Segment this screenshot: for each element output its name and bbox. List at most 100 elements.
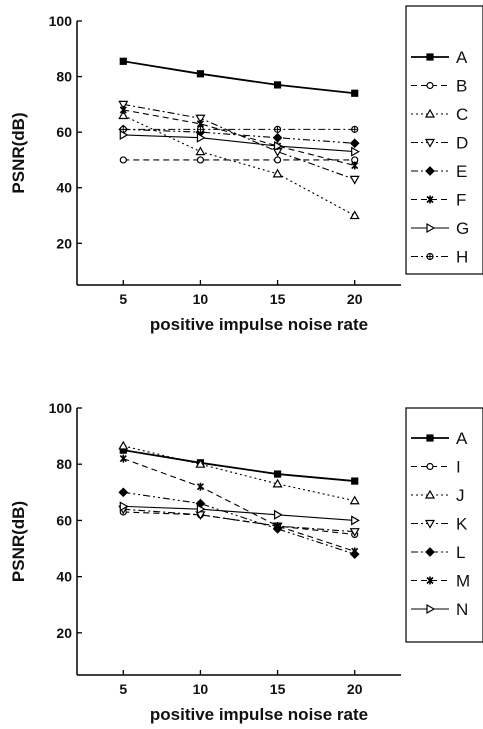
data-point [119, 156, 127, 164]
legend-entry: N [411, 600, 468, 619]
legend-box [405, 5, 483, 275]
data-point [272, 168, 283, 178]
legend-label: A [456, 429, 468, 448]
legend-entry: B [411, 77, 467, 96]
legend-marker [426, 53, 434, 61]
data-point [273, 125, 282, 133]
data-point [273, 470, 282, 478]
series-B [119, 156, 359, 164]
legend-marker [424, 489, 436, 499]
data-point [195, 146, 206, 156]
data-point [349, 175, 360, 185]
legend-label: G [456, 219, 469, 238]
series-line [123, 508, 355, 533]
series-G [119, 129, 360, 157]
legend-entry: F [411, 191, 466, 210]
data-point [195, 114, 206, 124]
series-line [123, 114, 355, 217]
legend-marker [425, 166, 435, 176]
data-point [349, 528, 360, 537]
data-point [119, 57, 127, 65]
x-tick-label: 10 [193, 681, 209, 697]
data-point [351, 125, 359, 133]
legend-marker [426, 576, 434, 585]
legend-label: J [456, 486, 465, 505]
x-tick-label: 20 [347, 291, 363, 307]
legend-entry: E [411, 162, 467, 181]
data-point [118, 487, 129, 498]
legend-marker [424, 519, 436, 529]
data-point [351, 161, 359, 170]
legend-label: K [456, 515, 468, 534]
data-point [118, 440, 129, 450]
data-point [351, 547, 359, 556]
data-point [349, 138, 360, 149]
y-tick-label: 20 [56, 235, 72, 251]
data-point [349, 495, 360, 505]
series-C [118, 110, 360, 220]
x-axis-label: positive impulse noise rate [150, 315, 368, 334]
data-point [349, 210, 360, 220]
legend-label: L [456, 543, 465, 562]
data-point [351, 515, 360, 526]
data-point [196, 125, 205, 133]
series-line [123, 128, 355, 144]
legend-label: D [456, 134, 468, 153]
chart-1: 20 40 60 80 100 5 10 15 20 positive impulse noise… [9, 5, 483, 334]
x-tick-label: 20 [347, 681, 363, 697]
series-line [123, 449, 355, 482]
data-point [118, 110, 129, 120]
data-point [196, 156, 205, 164]
data-point [274, 522, 282, 531]
y-tick-label: 60 [56, 124, 72, 140]
legend-label: A [456, 48, 468, 67]
y-tick-label: 20 [56, 625, 72, 641]
legend-entry: L [411, 543, 465, 562]
x-tick-label: 5 [119, 681, 127, 697]
y-tick-label: 100 [49, 13, 73, 29]
series-I [119, 508, 359, 539]
series-M [119, 454, 359, 556]
legend-marker [426, 434, 434, 442]
data-point [272, 478, 283, 488]
legend-label: N [456, 600, 468, 619]
y-tick-label: 100 [49, 400, 73, 416]
legend-entry: M [411, 572, 470, 591]
series-L [118, 487, 360, 559]
y-tick-label: 40 [56, 180, 72, 196]
y-tick-label: 60 [56, 512, 72, 528]
legend-entry: D [411, 134, 468, 153]
legend-box [405, 407, 483, 643]
legend-entry: C [411, 105, 468, 124]
data-point [119, 125, 127, 133]
legend-label: H [456, 248, 468, 267]
data-point [272, 132, 283, 143]
data-point [351, 146, 360, 157]
x-tick-label: 5 [119, 291, 127, 307]
y-tick-label: 80 [56, 456, 72, 472]
series-line [123, 109, 355, 167]
data-point [196, 132, 206, 143]
legend-label: B [456, 77, 467, 96]
legend-marker [426, 222, 436, 234]
series-J [118, 440, 360, 505]
series-line [123, 505, 355, 521]
data-point [196, 70, 205, 78]
data-point [119, 105, 127, 114]
data-point [351, 89, 359, 97]
data-point [196, 482, 204, 491]
data-point [196, 504, 206, 515]
legend-marker [425, 547, 435, 557]
series-H [119, 125, 359, 133]
y-tick-label: 40 [56, 569, 72, 585]
series-line [123, 60, 355, 95]
data-point [273, 509, 283, 520]
legend-label: E [456, 162, 467, 181]
data-point [195, 459, 206, 468]
series-N [119, 501, 360, 526]
x-axis-label: positive impulse noise rate [150, 705, 368, 724]
legend-entry: H [411, 248, 468, 267]
data-point [273, 156, 282, 164]
series-line [123, 491, 355, 555]
y-axis-label: PSNR(dB) [9, 112, 28, 193]
